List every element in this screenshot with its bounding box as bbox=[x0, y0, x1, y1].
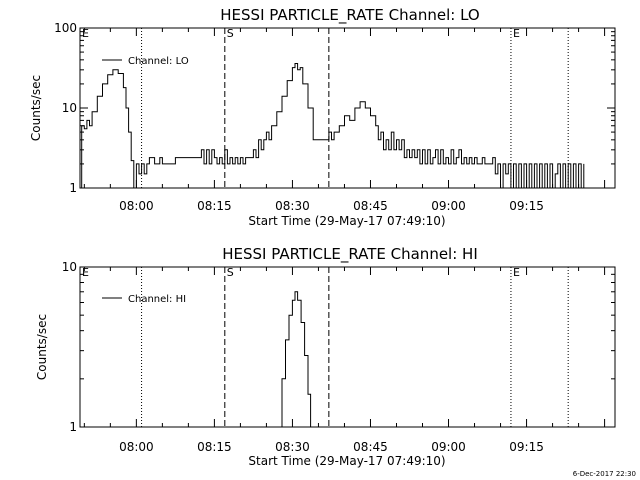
y-axis-label: Counts/sec bbox=[35, 314, 49, 380]
marker-label: E bbox=[82, 27, 89, 40]
y-tick-label: 1 bbox=[69, 181, 77, 195]
chart-title: HESSI PARTICLE_RATE Channel: HI bbox=[222, 245, 478, 264]
legend-entry: Channel: LO bbox=[128, 56, 189, 67]
x-tick-label: 08:30 bbox=[275, 440, 310, 454]
x-tick-label: 08:00 bbox=[119, 199, 154, 213]
x-tick-label: 08:00 bbox=[119, 440, 154, 454]
x-tick-label: 09:15 bbox=[509, 440, 544, 454]
series-line bbox=[278, 291, 312, 428]
y-tick-label: 1 bbox=[69, 420, 77, 434]
series-lines bbox=[278, 291, 312, 428]
x-tick-label: 09:00 bbox=[431, 199, 466, 213]
x-tick-label: 08:45 bbox=[353, 440, 388, 454]
y-axis-label: Counts/sec bbox=[29, 75, 43, 141]
x-tick-label: 08:30 bbox=[275, 199, 310, 213]
x-axis-label: Start Time (29-May-17 07:49:10) bbox=[248, 454, 445, 468]
series-line bbox=[80, 63, 585, 189]
x-tick-label: 09:15 bbox=[509, 199, 544, 213]
marker-label: S bbox=[227, 27, 234, 40]
y-axis-ticks: 1 10 bbox=[62, 260, 615, 434]
y-tick-label: 10 bbox=[62, 101, 77, 115]
plot-frame bbox=[79, 266, 616, 428]
marker-label: E bbox=[82, 266, 89, 279]
y-tick-label: 10 bbox=[62, 260, 77, 274]
footer-timestamp: 6-Dec-2017 22:30 bbox=[573, 470, 636, 478]
series-lines bbox=[80, 63, 585, 189]
legend: Channel: LO bbox=[102, 56, 189, 67]
y-axis-ticks: 1 10 100 bbox=[54, 21, 615, 195]
x-axis-label: Start Time (29-May-17 07:49:10) bbox=[248, 214, 445, 228]
x-tick-label: 08:15 bbox=[197, 199, 232, 213]
legend: Channel: HI bbox=[102, 294, 186, 305]
x-axis-ticks: 08:00 08:15 08:30 08:45 09:00 09:15 bbox=[83, 267, 606, 454]
legend-entry: Channel: HI bbox=[128, 294, 186, 305]
marker-label: E bbox=[513, 266, 520, 279]
chart-title: HESSI PARTICLE_RATE Channel: LO bbox=[220, 6, 479, 25]
marker-label: E bbox=[513, 27, 520, 40]
y-tick-label: 100 bbox=[54, 21, 77, 35]
x-axis-ticks: 08:00 08:15 08:30 08:45 09:00 09:15 bbox=[83, 28, 606, 213]
x-tick-label: 08:45 bbox=[353, 199, 388, 213]
x-tick-label: 09:00 bbox=[431, 440, 466, 454]
marker-label: S bbox=[227, 266, 234, 279]
x-tick-label: 08:15 bbox=[197, 440, 232, 454]
